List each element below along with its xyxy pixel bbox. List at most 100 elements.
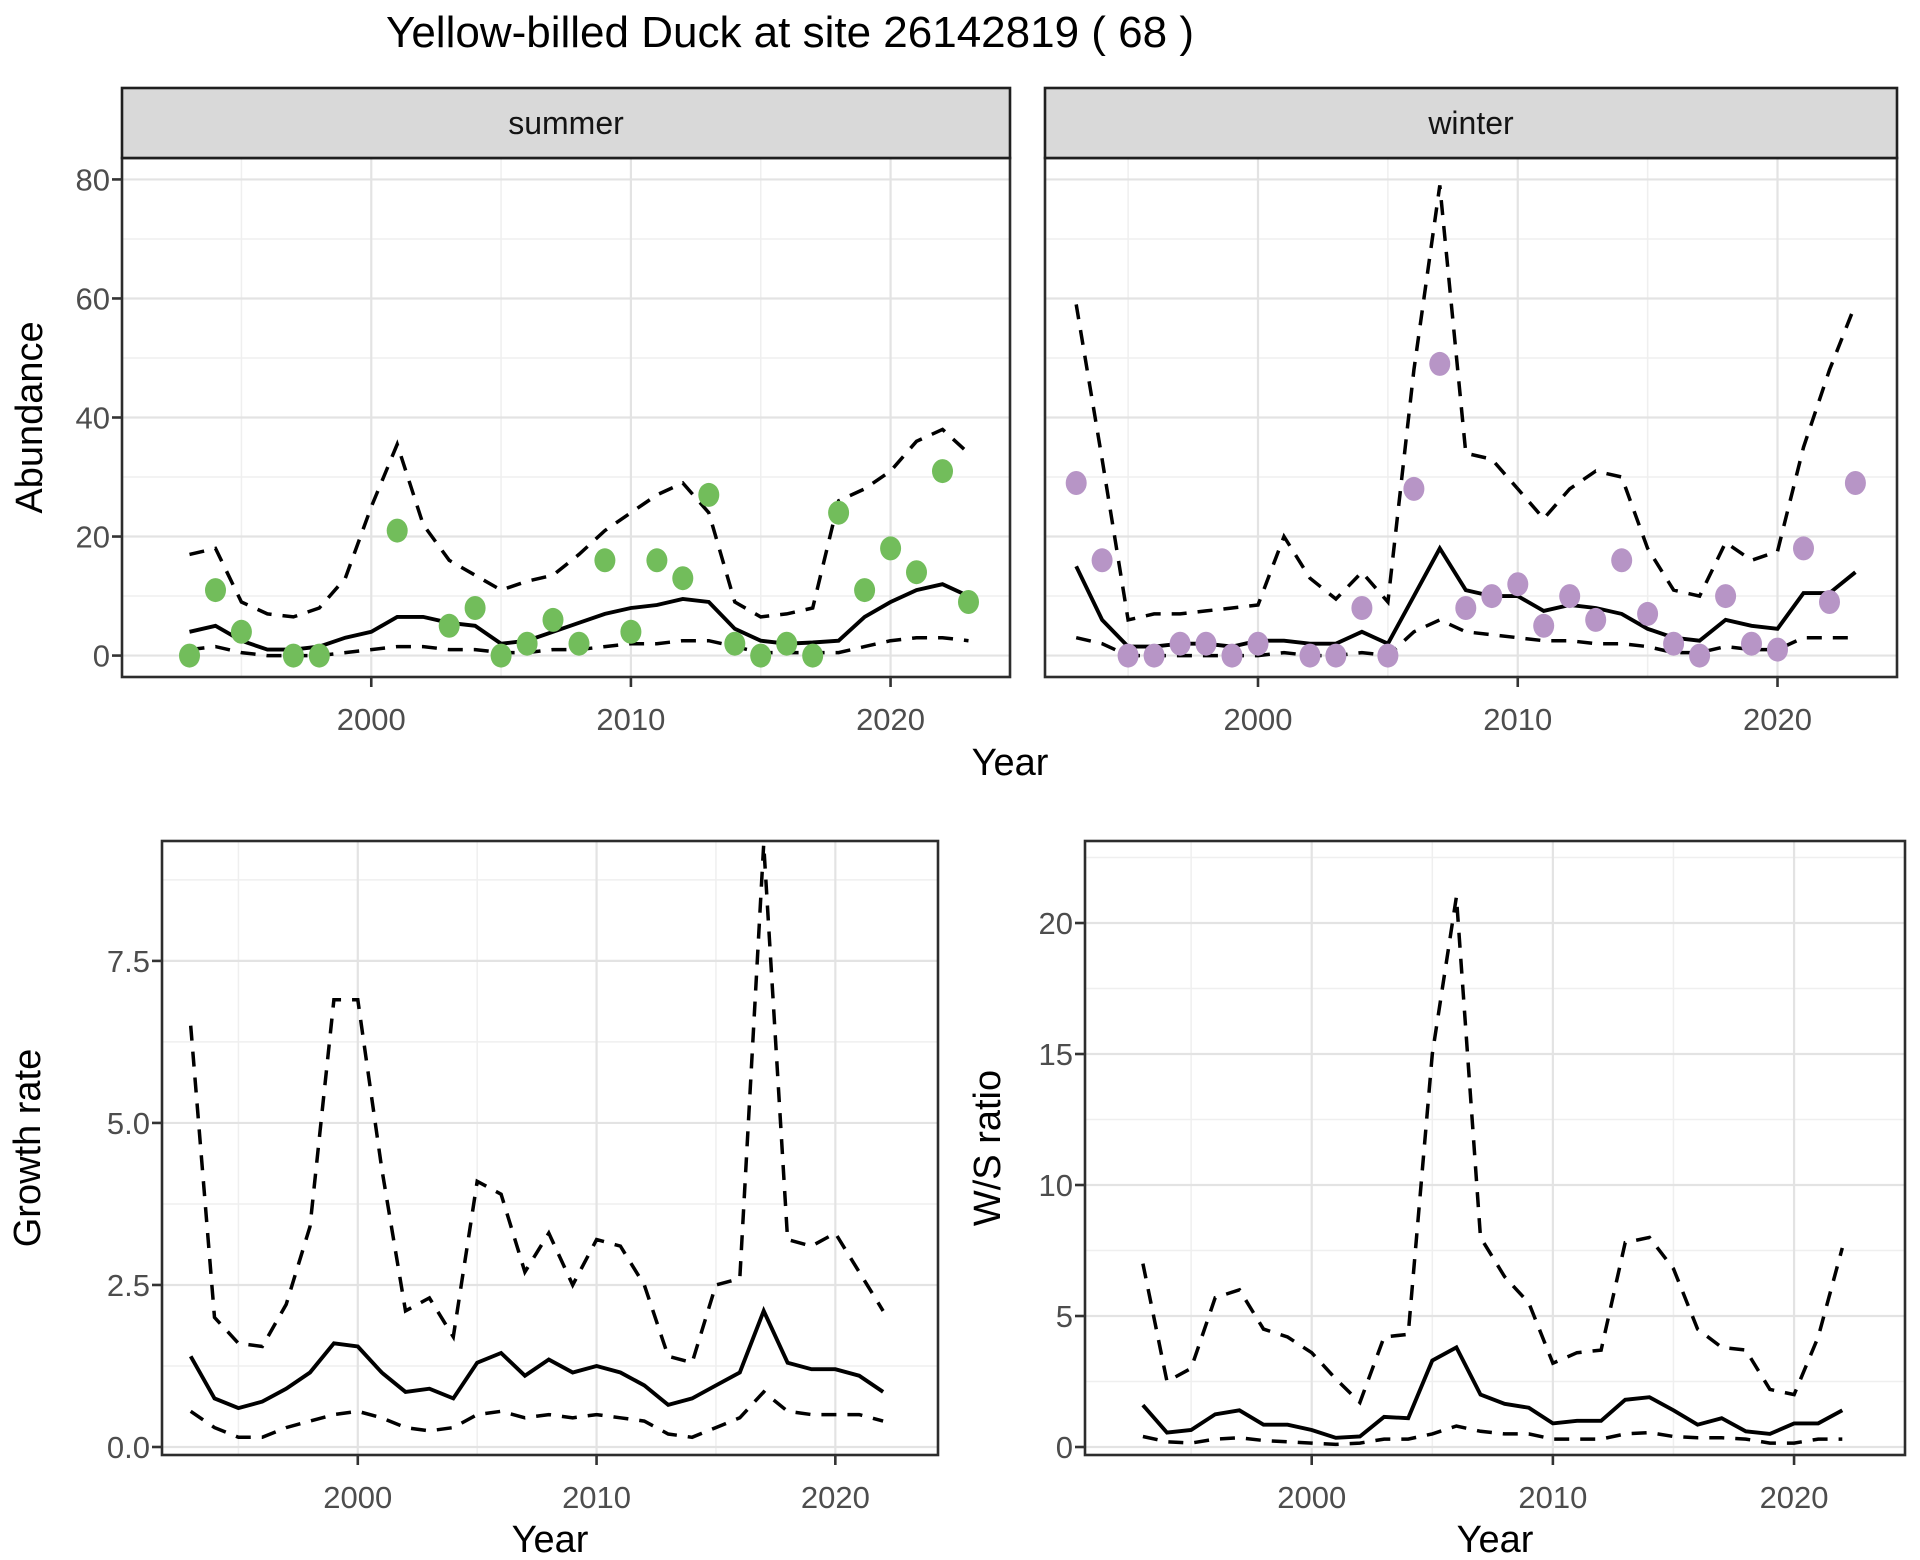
ws-ratio-y-tick-label: 0 xyxy=(1056,1430,1073,1465)
abundance-summer-observed-point xyxy=(958,590,979,614)
figure-title: Yellow-billed Duck at site 26142819 ( 68… xyxy=(386,8,1194,57)
growth-rate-x-tick-label: 2020 xyxy=(801,1480,870,1515)
abundance-winter-observed-point xyxy=(1507,572,1529,597)
growth-rate-x-tick-label: 2000 xyxy=(323,1480,392,1515)
abundance-winter-panel: winter 2000 2010 2020 xyxy=(1043,86,1899,737)
abundance-summer-y-tick-label: 80 xyxy=(76,162,110,197)
abundance-winter-observed-point xyxy=(1533,613,1555,638)
abundance-winter-observed-point xyxy=(1844,471,1866,495)
abundance-winter-facet-strip xyxy=(1043,86,1899,160)
abundance-winter-observed-point xyxy=(1221,643,1243,668)
abundance-winter-observed-point xyxy=(1169,631,1191,656)
ws-year-axis-title: Year xyxy=(1457,1519,1534,1560)
abundance-summer-observed-point xyxy=(932,459,953,484)
ws-ratio-plot-background xyxy=(1085,841,1905,1455)
ws-ratio-y-tick-label: 15 xyxy=(1039,1037,1073,1072)
abundance-summer-observed-point xyxy=(880,536,902,561)
abundance-summer-observed-point xyxy=(854,578,876,603)
growth-rate-lower_ci-line xyxy=(189,1389,884,1440)
abundance-winter-observed-point xyxy=(1351,596,1373,620)
abundance-winter-x-tick-label: 2010 xyxy=(1483,702,1552,737)
abundance-winter-upper_ci-line xyxy=(1074,185,1858,623)
abundance-winter-observed-point xyxy=(1377,643,1399,668)
growth-rate-y-tick-label: 2.5 xyxy=(107,1268,150,1303)
abundance-winter-observed-point xyxy=(1585,607,1607,632)
abundance-summer-y-tick-label: 20 xyxy=(76,520,110,555)
ws-ratio-x-tick-label: 2010 xyxy=(1518,1480,1587,1515)
abundance-summer-observed-point xyxy=(828,500,850,525)
abundance-winter-observed-point xyxy=(1689,643,1711,668)
abundance-summer-x-tick-label: 2020 xyxy=(856,702,925,737)
abundance-winter-facet-strip-label: winter xyxy=(1427,105,1514,141)
abundance-winter-x-tick-label: 2000 xyxy=(1224,702,1293,737)
abundance-summer-x-tick-label: 2000 xyxy=(337,702,406,737)
abundance-summer-observed-point xyxy=(568,631,590,656)
abundance-winter-observed-point xyxy=(1091,548,1113,573)
abundance-summer-observed-point xyxy=(698,482,720,507)
abundance-summer-observed-point xyxy=(490,643,512,668)
ws-ratio-median-line xyxy=(1141,1344,1844,1440)
abundance-summer-observed-point xyxy=(308,643,330,668)
abundance-summer-observed-point xyxy=(776,631,798,656)
ws-ratio-x-tick-label: 2020 xyxy=(1760,1480,1829,1515)
abundance-winter-observed-point xyxy=(1429,351,1451,376)
growth-rate-upper_ci-line xyxy=(188,844,885,1365)
abundance-summer-observed-point xyxy=(386,518,408,543)
abundance-winter-observed-point xyxy=(1793,536,1814,561)
growth-rate-median-line xyxy=(189,1305,885,1411)
abundance-summer-observed-point xyxy=(672,566,694,591)
growth-rate-panel: 2000 2010 2020 0.0 2.5 5.0 7.5 xyxy=(107,839,940,1515)
abundance-summer-observed-point xyxy=(464,596,486,620)
growth-rate-axis-title: Growth rate xyxy=(7,1049,49,1248)
ws-ratio-upper_ci-line xyxy=(1141,896,1844,1406)
abundance-summer-y-tick-label: 40 xyxy=(76,401,110,436)
abundance-winter-observed-point xyxy=(1819,590,1840,614)
abundance-winter-observed-point xyxy=(1065,471,1087,495)
abundance-summer-observed-point xyxy=(750,643,772,668)
abundance-winter-observed-point xyxy=(1325,643,1347,668)
abundance-axis-title: Abundance xyxy=(9,321,51,513)
abundance-summer-observed-point xyxy=(438,613,460,638)
growth-rate-y-tick-label: 5.0 xyxy=(107,1106,150,1141)
abundance-winter-observed-point xyxy=(1299,643,1321,668)
ws-ratio-panel: 2000 2010 2020 0 5 10 15 20 xyxy=(1039,839,1907,1515)
growth-rate-plot-background xyxy=(162,841,938,1455)
abundance-winter-x-tick-label: 2020 xyxy=(1743,702,1812,737)
ws-ratio-x-tick-label: 2000 xyxy=(1277,1480,1346,1515)
top-year-axis-title: Year xyxy=(972,742,1049,784)
growth-rate-panel-border xyxy=(160,839,940,1457)
abundance-winter-observed-point xyxy=(1637,601,1659,626)
growth-year-axis-title: Year xyxy=(512,1519,589,1560)
ws-ratio-y-tick-label: 10 xyxy=(1039,1168,1073,1203)
ws-ratio-y-tick-label: 20 xyxy=(1039,906,1073,941)
abundance-winter-observed-point xyxy=(1741,631,1762,656)
abundance-summer-observed-point xyxy=(282,643,304,668)
abundance-summer-observed-point xyxy=(205,578,226,603)
growth-rate-x-tick-label: 2010 xyxy=(562,1480,631,1515)
abundance-winter-observed-point xyxy=(1455,596,1477,620)
ws-ratio-y-tick-label: 5 xyxy=(1056,1299,1073,1334)
abundance-summer-observed-point xyxy=(724,631,746,656)
abundance-summer-observed-point xyxy=(646,548,668,573)
abundance-winter-observed-point xyxy=(1117,643,1139,668)
abundance-summer-x-tick-label: 2010 xyxy=(596,702,665,737)
ws-ratio-panel-border xyxy=(1083,839,1907,1457)
growth-rate-y-tick-label: 7.5 xyxy=(107,944,150,979)
ws-ratio-axis-title: W/S ratio xyxy=(967,1070,1009,1226)
abundance-summer-panel: summer 2000 2010 2020 0 20 40 60 80 xyxy=(76,86,1012,737)
abundance-summer-y-tick-label: 60 xyxy=(76,281,110,316)
abundance-winter-observed-point xyxy=(1195,631,1217,656)
abundance-winter-observed-point xyxy=(1403,476,1425,501)
abundance-summer-observed-point xyxy=(594,548,616,573)
abundance-summer-observed-point xyxy=(542,607,564,632)
abundance-summer-facet-strip-label: summer xyxy=(508,105,624,141)
abundance-winter-observed-point xyxy=(1247,631,1269,656)
abundance-summer-observed-point xyxy=(516,631,538,656)
growth-rate-y-tick-label: 0.0 xyxy=(107,1430,150,1465)
abundance-summer-y-tick-label: 0 xyxy=(93,639,110,674)
abundance-summer-observed-point xyxy=(906,560,927,585)
abundance-winter-observed-point xyxy=(1481,584,1503,609)
abundance-summer-facet-strip xyxy=(120,86,1012,160)
abundance-winter-observed-point xyxy=(1143,643,1165,668)
